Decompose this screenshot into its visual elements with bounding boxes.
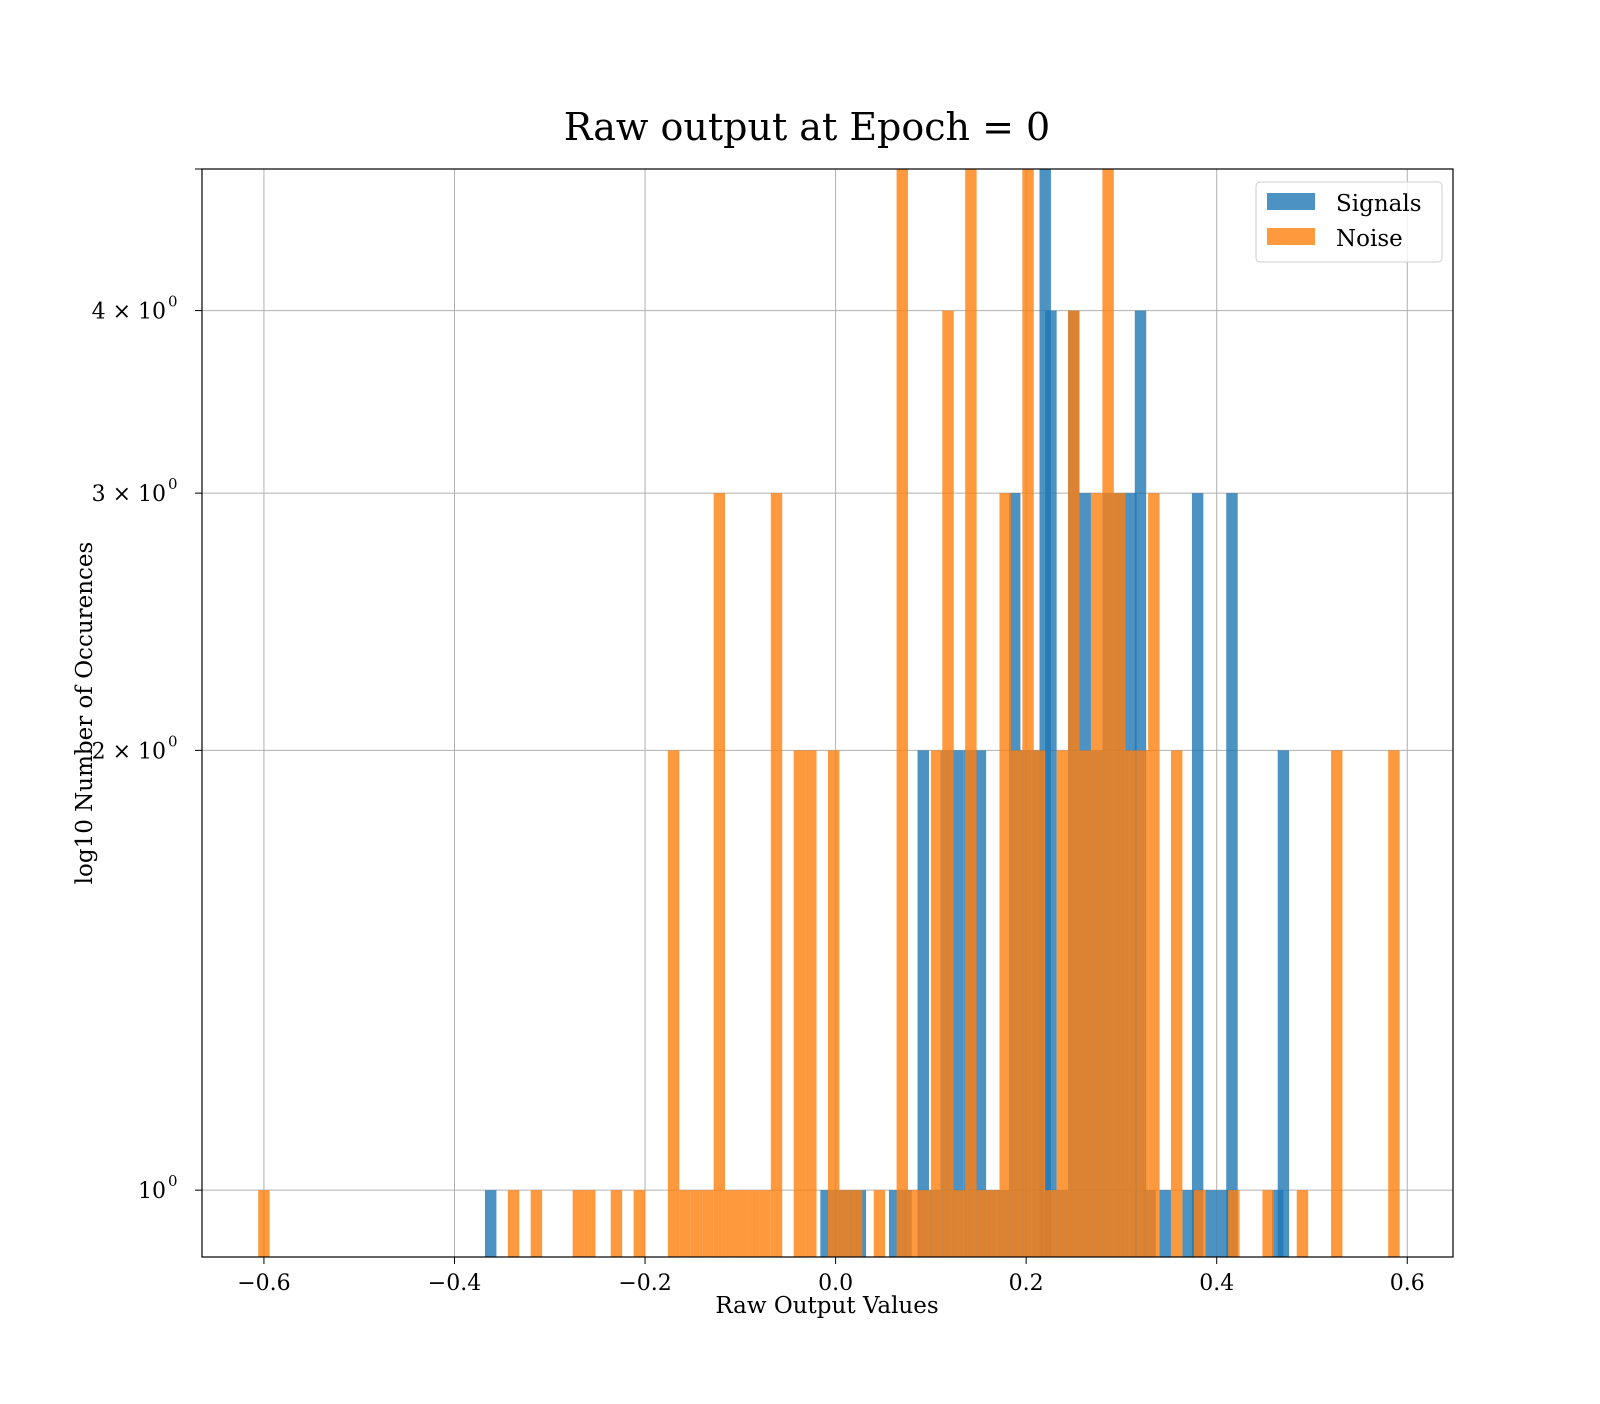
bar-signals — [1277, 750, 1290, 1257]
bar-noise — [873, 1190, 886, 1257]
y-tick-label: 10 — [138, 1179, 166, 1204]
bar-noise — [633, 1190, 646, 1257]
bar-signals — [917, 750, 929, 1257]
bar-noise — [725, 1190, 737, 1257]
bar-noise — [507, 1190, 520, 1257]
bar-noise — [1170, 750, 1183, 1257]
x-tick-label: −0.4 — [428, 1271, 481, 1296]
chart-title: Raw output at Epoch = 0 — [564, 105, 1050, 149]
y-tick-exponent: 0 — [168, 293, 178, 311]
x-tick-label: 0.4 — [1199, 1271, 1234, 1296]
bar-noise — [736, 1190, 748, 1257]
bar-signals — [1159, 1190, 1171, 1257]
y-tick-label: 2 × 10 — [92, 739, 166, 764]
bar-noise — [908, 1190, 920, 1257]
bar-noise — [965, 169, 977, 1257]
bar-signals — [888, 1190, 901, 1257]
bar-noise — [1125, 750, 1137, 1257]
bar-noise — [999, 493, 1011, 1257]
x-tick-label: 0.6 — [1390, 1271, 1425, 1296]
bar-noise — [770, 493, 783, 1257]
bar-signals — [1271, 1190, 1284, 1257]
bar-noise — [793, 750, 806, 1257]
bar-noise — [530, 1190, 543, 1257]
bar-noise — [610, 1190, 623, 1257]
x-tick-label: 0.0 — [818, 1271, 853, 1296]
bar-noise — [919, 1190, 931, 1257]
bar-noise — [1193, 1190, 1206, 1257]
bar-noise — [572, 1190, 585, 1257]
bar-signals — [951, 750, 964, 1257]
bar-noise — [1148, 493, 1160, 1257]
bar-noise — [1228, 1190, 1240, 1257]
y-axis-label: log10 Number of Occurences — [72, 542, 98, 885]
bars-layer — [258, 169, 1400, 1257]
bar-noise — [702, 1190, 714, 1257]
bar-noise — [713, 493, 726, 1257]
legend-label-signals: Signals — [1336, 191, 1422, 217]
bar-noise — [805, 750, 817, 1257]
y-tick-exponent: 0 — [168, 475, 178, 493]
bar-signals — [1216, 1190, 1229, 1257]
bar-noise — [1102, 169, 1114, 1257]
legend-label-noise: Noise — [1336, 226, 1403, 252]
bar-signals — [1191, 493, 1204, 1257]
legend: Signals Noise — [1255, 181, 1443, 263]
bar-noise — [1296, 1190, 1309, 1257]
grid-layer — [202, 168, 1453, 1257]
bar-signals — [1205, 1190, 1217, 1257]
bar-signals — [1226, 493, 1238, 1257]
bar-noise — [667, 750, 680, 1257]
bar-noise — [988, 1190, 1000, 1257]
bar-noise — [747, 1190, 760, 1257]
bar-noise — [258, 1190, 270, 1257]
bar-noise — [1045, 1190, 1057, 1257]
x-ticks: −0.6 −0.4 −0.2 0.0 0.2 0.4 0.6 — [237, 1257, 1425, 1296]
bar-noise — [584, 1190, 596, 1257]
y-tick-label: 4 × 10 — [92, 300, 166, 325]
bar-noise — [953, 1190, 966, 1257]
legend-swatch-signals — [1267, 193, 1315, 210]
bar-noise — [839, 1190, 851, 1257]
bar-signals — [484, 1190, 497, 1257]
bar-noise — [1090, 493, 1103, 1257]
bar-noise — [759, 1190, 771, 1257]
legend-swatch-noise — [1267, 228, 1315, 245]
bar-noise — [690, 1190, 703, 1257]
y-tick-exponent: 0 — [168, 1172, 178, 1190]
x-tick-label: −0.6 — [237, 1271, 290, 1296]
y-ticks: 10 02 × 10 03 × 10 04 × 10 0 — [92, 168, 202, 1204]
bar-noise — [1033, 750, 1046, 1257]
bar-noise — [896, 169, 909, 1257]
bar-noise — [1022, 169, 1034, 1257]
bar-noise — [1136, 750, 1149, 1257]
bar-noise — [1113, 493, 1126, 1257]
bar-signals — [820, 1190, 832, 1257]
x-tick-label: 0.2 — [1009, 1271, 1044, 1296]
x-axis-label: Raw Output Values — [715, 1293, 938, 1319]
x-tick-label: −0.2 — [618, 1271, 671, 1296]
bar-noise — [1262, 1190, 1274, 1257]
bar-noise — [1388, 750, 1400, 1257]
bar-noise — [976, 1190, 989, 1257]
bar-noise — [1068, 310, 1080, 1257]
bar-noise — [827, 750, 840, 1257]
bar-noise — [930, 750, 943, 1257]
bar-noise — [1331, 750, 1343, 1257]
y-tick-label: 3 × 10 — [92, 482, 166, 507]
bar-noise — [1010, 750, 1023, 1257]
bar-noise — [850, 1190, 863, 1257]
bar-noise — [1079, 750, 1091, 1257]
bar-signals — [974, 750, 987, 1257]
y-tick-exponent: 0 — [168, 732, 178, 750]
bar-noise — [1056, 750, 1069, 1257]
bar-signals — [1182, 1190, 1194, 1257]
bar-signals — [1045, 310, 1057, 1257]
bar-noise — [679, 1190, 691, 1257]
bar-noise — [942, 310, 954, 1257]
plot-frame — [201, 168, 1454, 1258]
